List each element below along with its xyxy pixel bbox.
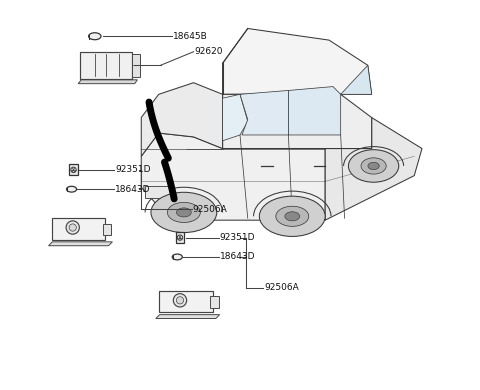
Ellipse shape — [89, 33, 101, 40]
Polygon shape — [78, 80, 137, 84]
Circle shape — [176, 297, 184, 304]
Polygon shape — [156, 315, 220, 319]
Ellipse shape — [276, 206, 309, 226]
Ellipse shape — [285, 212, 300, 221]
Polygon shape — [141, 133, 325, 220]
Text: 92620: 92620 — [195, 47, 223, 56]
FancyBboxPatch shape — [103, 223, 111, 235]
Text: 92351D: 92351D — [220, 233, 255, 242]
FancyBboxPatch shape — [159, 291, 213, 312]
Ellipse shape — [67, 186, 77, 192]
Ellipse shape — [177, 208, 191, 217]
Text: 92506A: 92506A — [264, 284, 299, 292]
Ellipse shape — [151, 192, 217, 232]
Polygon shape — [48, 242, 112, 246]
Circle shape — [66, 221, 79, 234]
Ellipse shape — [259, 196, 325, 236]
FancyBboxPatch shape — [81, 52, 132, 79]
Circle shape — [177, 235, 183, 240]
FancyBboxPatch shape — [52, 218, 106, 239]
Ellipse shape — [172, 254, 182, 260]
Polygon shape — [288, 87, 341, 135]
FancyBboxPatch shape — [145, 186, 169, 198]
Text: 18645B: 18645B — [173, 32, 208, 41]
Polygon shape — [141, 83, 223, 156]
Polygon shape — [223, 94, 248, 141]
Polygon shape — [325, 117, 422, 220]
Polygon shape — [240, 90, 288, 135]
Text: 92506A: 92506A — [193, 205, 228, 214]
Text: 92351D: 92351D — [115, 165, 151, 174]
Polygon shape — [223, 94, 372, 149]
Text: 18643D: 18643D — [220, 252, 255, 261]
Circle shape — [69, 224, 76, 231]
Polygon shape — [341, 65, 372, 94]
FancyBboxPatch shape — [132, 54, 140, 76]
FancyBboxPatch shape — [210, 296, 218, 308]
Circle shape — [173, 294, 187, 307]
Ellipse shape — [368, 162, 379, 170]
Circle shape — [71, 167, 76, 172]
Ellipse shape — [168, 202, 200, 222]
FancyBboxPatch shape — [176, 232, 184, 243]
Ellipse shape — [348, 150, 399, 182]
FancyBboxPatch shape — [69, 165, 78, 175]
Ellipse shape — [361, 158, 386, 174]
Polygon shape — [223, 28, 372, 94]
Text: 18643D: 18643D — [115, 185, 151, 194]
